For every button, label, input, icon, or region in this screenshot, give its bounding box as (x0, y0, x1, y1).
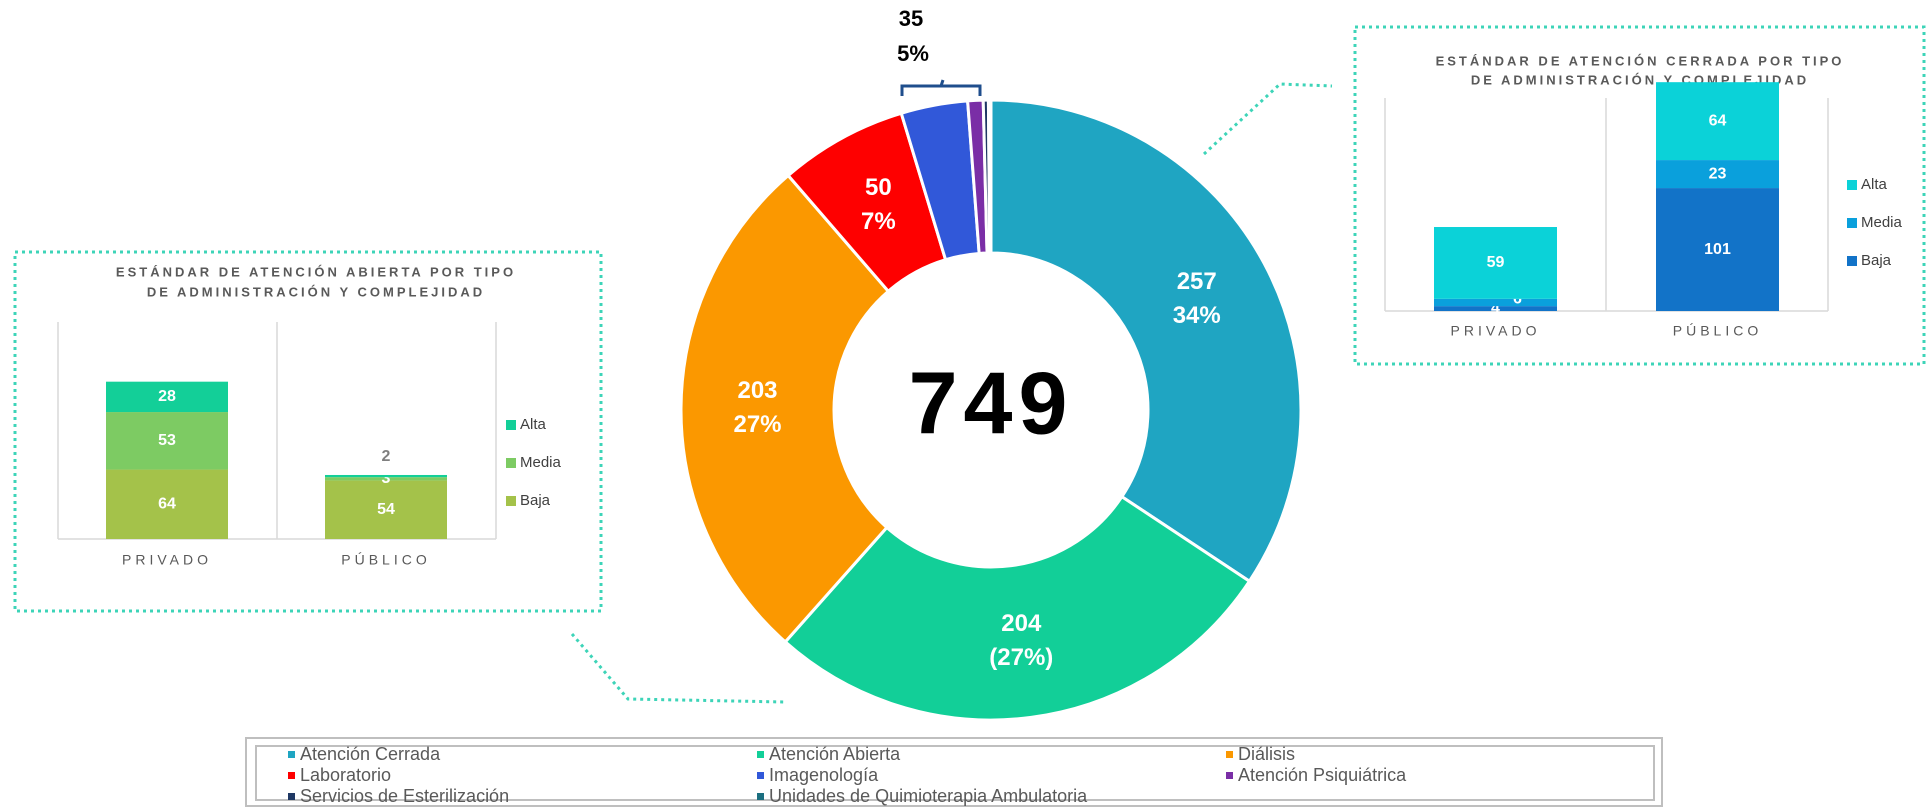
right-leader (1202, 82, 1333, 156)
bar-label: 59 (1487, 254, 1505, 271)
slice-percent: 34% (1173, 302, 1221, 329)
legend-label: Laboratorio (300, 765, 391, 785)
bar-segment (1434, 306, 1557, 311)
donut-slice (989, 98, 1303, 584)
legend-frame-inner (255, 745, 1655, 801)
bar-label: 53 (158, 432, 176, 449)
chart-title: ESTÁNDAR DE ATENCIÓN CERRADA POR TIPO (1436, 53, 1845, 68)
legend-label: Media (1861, 214, 1903, 231)
bar-label: 54 (377, 501, 395, 518)
slice-value: 204 (1001, 610, 1042, 637)
legend-marker (1847, 180, 1857, 190)
bar-segment (325, 480, 447, 539)
legend-marker (288, 793, 295, 800)
left-frame (13, 250, 603, 613)
left-leader (570, 633, 786, 704)
chart-title: ESTÁNDAR DE ATENCIÓN ABIERTA POR TIPO (116, 264, 516, 279)
legend-marker (1226, 772, 1233, 779)
slice-value: 257 (1177, 268, 1217, 295)
bar-label: 6 (1513, 291, 1522, 308)
bar-segment (1656, 188, 1779, 311)
legend-label: Alta (1861, 176, 1888, 193)
bar-segment (1434, 227, 1557, 299)
slice-percent: 7% (861, 208, 896, 235)
legend-label: Baja (1861, 252, 1892, 269)
total: 749 (909, 353, 1074, 452)
legend-label: Unidades de Quimioterapia Ambulatoria (769, 786, 1088, 806)
legend-marker (288, 772, 295, 779)
category-label: PÚBLICO (1673, 323, 1762, 339)
legend-label: Alta (520, 416, 547, 433)
legend-label: Media (520, 454, 562, 471)
donut-slice (679, 173, 891, 645)
group-percent: 5% (897, 41, 929, 66)
legend-marker (1226, 751, 1233, 758)
legend-marker (506, 496, 516, 506)
chart-title: DE ADMINISTRACIÓN Y COMPLEJIDAD (147, 284, 485, 299)
category-label: PÚBLICO (341, 552, 430, 568)
legend-label: Atención Abierta (769, 744, 901, 764)
bar-segment (106, 381, 228, 413)
category-label: PRIVADO (1451, 323, 1541, 339)
bar-label: 64 (158, 495, 176, 512)
bar-segment (106, 412, 228, 470)
bar-segment (1656, 160, 1779, 189)
bar-segment (1656, 82, 1779, 161)
bar-label: 2 (382, 448, 391, 465)
legend-marker (506, 420, 516, 430)
slice-percent: 27% (733, 411, 781, 438)
bar-label: 101 (1704, 241, 1731, 258)
group-value: 35 (899, 6, 923, 31)
slice-value: 50 (865, 174, 892, 201)
right-frame (1353, 25, 1926, 366)
bar-label: 4 (1491, 300, 1500, 317)
bar-segment (106, 469, 228, 539)
legend-frame (245, 737, 1663, 807)
legend-marker (1847, 218, 1857, 228)
group-bracket (900, 79, 982, 96)
legend-label: Baja (520, 492, 551, 509)
bar-segment (1434, 298, 1557, 307)
legend-label: Diálisis (1238, 744, 1295, 764)
bar-label: 3 (382, 470, 391, 487)
legend-marker (288, 751, 295, 758)
donut-slice (986, 98, 993, 255)
bar-segment (325, 474, 447, 478)
legend-label: Atención Cerrada (300, 744, 441, 764)
legend-marker (506, 458, 516, 468)
legend-marker (757, 772, 764, 779)
legend-label: Servicios de Esterilización (300, 786, 509, 806)
legend-label: Atención Psiquiátrica (1238, 765, 1407, 785)
legend-marker (757, 751, 764, 758)
slice-percent: (27%) (989, 644, 1053, 671)
bar-label: 28 (158, 388, 176, 405)
slice-value: 203 (737, 377, 777, 404)
legend-marker (1847, 256, 1857, 266)
donut-slice (783, 494, 1252, 722)
category-label: PRIVADO (122, 552, 212, 568)
bar-label: 64 (1709, 112, 1727, 129)
bar-label: 23 (1709, 165, 1727, 182)
legend-label: Imagenología (769, 765, 879, 785)
bar-segment (325, 477, 447, 481)
legend-marker (757, 793, 764, 800)
